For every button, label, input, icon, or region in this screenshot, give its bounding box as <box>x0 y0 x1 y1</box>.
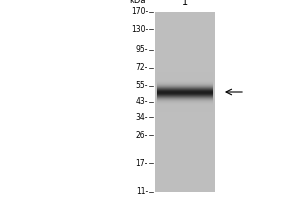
Text: 17-: 17- <box>136 158 148 168</box>
Text: 55-: 55- <box>136 82 148 90</box>
Text: 95-: 95- <box>136 46 148 54</box>
Text: kDa: kDa <box>130 0 146 5</box>
Text: 1: 1 <box>182 0 188 7</box>
Text: 34-: 34- <box>136 112 148 121</box>
Text: 72-: 72- <box>136 64 148 72</box>
Text: 43-: 43- <box>136 98 148 106</box>
Text: 26-: 26- <box>136 130 148 140</box>
Text: 11-: 11- <box>136 188 148 196</box>
Text: 130-: 130- <box>131 24 148 33</box>
Text: 170-: 170- <box>131 7 148 17</box>
